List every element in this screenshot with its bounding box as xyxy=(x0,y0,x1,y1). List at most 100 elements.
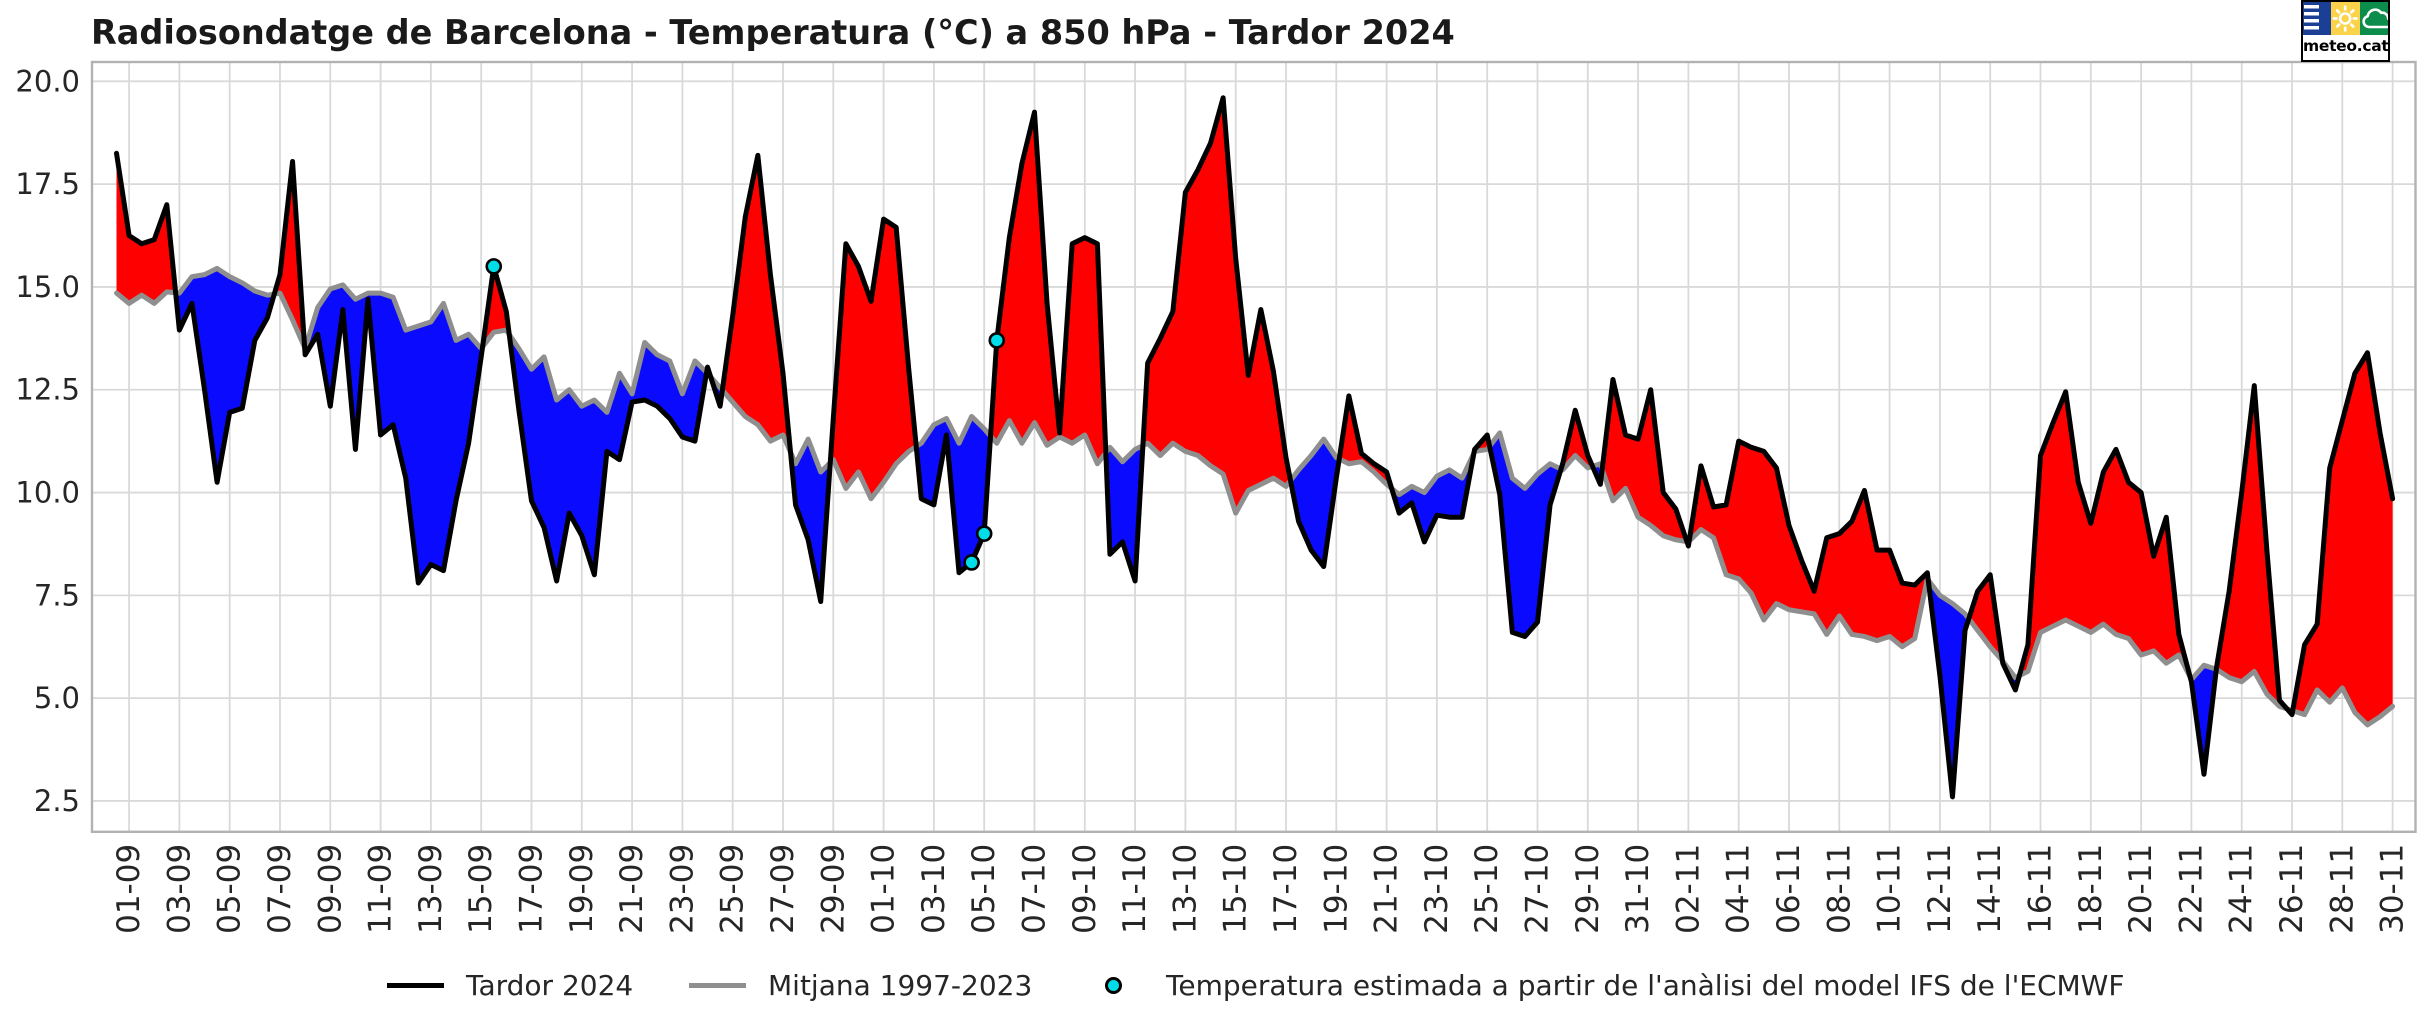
chart-title: Radiosondatge de Barcelona - Temperatura… xyxy=(91,13,1455,52)
x-tick-label: 29-10 xyxy=(1570,844,1606,934)
y-tick-label: 2.5 xyxy=(34,784,80,818)
fill-warmer-than-mean xyxy=(1602,379,1687,542)
x-tick-label: 19-09 xyxy=(564,844,600,934)
meteocat-logo: meteo.cat xyxy=(2301,0,2394,62)
x-tick-label: 11-09 xyxy=(363,844,399,934)
x-tick-label: 24-11 xyxy=(2224,844,2260,934)
x-tick-label: 08-11 xyxy=(1821,844,1857,934)
x-tick-label: 18-11 xyxy=(2073,844,2109,934)
x-tick-label: 04-11 xyxy=(1721,844,1757,934)
ifs-marker xyxy=(485,258,503,275)
x-tick-label: 19-10 xyxy=(1318,844,1354,934)
meteocat-logo-text: meteo.cat xyxy=(2303,37,2389,55)
fill-warmer-than-mean xyxy=(990,112,1106,464)
fill-warmer-than-mean xyxy=(274,161,305,348)
x-tick-label: 10-11 xyxy=(1872,844,1908,934)
x-tick-label: 17-10 xyxy=(1268,844,1304,934)
fill-warmer-than-mean xyxy=(2216,385,2287,709)
x-tick-label: 05-09 xyxy=(212,844,248,934)
x-tick-label: 05-10 xyxy=(966,844,1002,934)
fill-colder-than-mean xyxy=(1489,432,1562,637)
legend-label-mitjana: Mitjana 1997-2023 xyxy=(768,968,1033,1002)
legend-label-tardor: Tardor 2024 xyxy=(466,968,634,1002)
y-tick-label: 17.5 xyxy=(15,167,80,201)
x-tick-label: 12-11 xyxy=(1922,844,1958,934)
fill-warmer-than-mean xyxy=(1142,97,1291,514)
legend-item-ifs: Temperatura estimada a partir de l'anàli… xyxy=(1105,968,2125,1002)
y-tick-label: 12.5 xyxy=(15,373,80,407)
fill-colder-than-mean xyxy=(790,439,831,602)
x-tick-label: 21-09 xyxy=(614,844,650,934)
x-tick-label: 15-10 xyxy=(1218,844,1254,934)
logo-tile-blue xyxy=(2303,2,2332,35)
sun-icon xyxy=(2332,5,2358,32)
y-tick-label: 5.0 xyxy=(34,681,80,715)
x-tick-label: 02-11 xyxy=(1670,844,1706,934)
x-tick-label: 07-09 xyxy=(262,844,298,934)
logo-tile-yellow xyxy=(2331,2,2360,35)
x-tick-label: 13-10 xyxy=(1167,844,1203,934)
fill-warmer-than-mean xyxy=(1561,410,1593,470)
ifs-marker-swatch xyxy=(1105,976,1122,994)
x-tick-label: 29-09 xyxy=(815,844,851,934)
x-tick-label: 13-09 xyxy=(413,844,449,934)
y-tick-label: 15.0 xyxy=(15,270,80,304)
fill-warmer-than-mean xyxy=(830,219,917,499)
fill-warmer-than-mean xyxy=(722,155,791,453)
fill-warmer-than-mean xyxy=(2019,391,2191,678)
x-tick-label: 21-10 xyxy=(1369,844,1405,934)
fill-colder-than-mean xyxy=(1928,580,1969,797)
x-tick-label: 03-09 xyxy=(161,844,197,934)
x-tick-label: 09-09 xyxy=(312,844,348,934)
x-tick-label: 14-11 xyxy=(1972,844,2008,934)
x-tick-label: 03-10 xyxy=(916,844,952,934)
x-tick-label: 28-11 xyxy=(2324,844,2360,934)
x-tick-label: 27-10 xyxy=(1519,844,1555,934)
meteocat-logo-tiles xyxy=(2303,2,2394,35)
x-tick-label: 25-10 xyxy=(1469,844,1505,934)
ifs-marker xyxy=(963,554,980,571)
mitjana-line xyxy=(114,265,2396,728)
mitjana-line-swatch xyxy=(689,982,746,988)
x-tick-label: 31-10 xyxy=(1620,844,1656,934)
x-tick-label: 25-09 xyxy=(715,844,751,934)
legend-item-tardor: Tardor 2024 xyxy=(387,968,634,1002)
y-tick-label: 7.5 xyxy=(34,578,80,612)
fill-warmer-than-mean xyxy=(2292,352,2393,725)
cloud-icon xyxy=(2362,8,2394,29)
ifs-marker xyxy=(988,332,1006,349)
x-tick-label: 20-11 xyxy=(2123,844,2159,934)
logo-stripes-icon xyxy=(2304,5,2319,32)
plot-border xyxy=(90,60,2417,833)
x-tick-label: 23-09 xyxy=(664,844,700,934)
x-tick-label: 30-11 xyxy=(2375,844,2411,934)
fill-warmer-than-mean xyxy=(116,153,176,304)
x-tick-label: 26-11 xyxy=(2274,844,2310,934)
fill-warmer-than-mean xyxy=(482,266,510,347)
x-tick-label: 11-10 xyxy=(1117,844,1153,934)
x-tick-label: 01-09 xyxy=(111,844,147,934)
fill-colder-than-mean xyxy=(509,334,707,581)
fill-warmer-than-mean xyxy=(1689,441,1929,647)
legend-label-ifs: Temperatura estimada a partir de l'anàli… xyxy=(1166,968,2125,1002)
x-tick-label: 09-10 xyxy=(1067,844,1103,934)
x-tick-label: 27-09 xyxy=(765,844,801,934)
x-tick-label: 22-11 xyxy=(2173,844,2209,934)
fill-colder-than-mean xyxy=(175,268,275,483)
x-tick-label: 15-09 xyxy=(463,844,499,934)
legend-item-mitjana: Mitjana 1997-2023 xyxy=(689,968,1033,1002)
x-tick-label: 01-10 xyxy=(866,844,902,934)
fill-colder-than-mean xyxy=(2190,665,2217,775)
logo-tile-green xyxy=(2359,2,2394,35)
x-tick-label: 17-09 xyxy=(513,844,549,934)
x-tick-label: 23-10 xyxy=(1419,844,1455,934)
ifs-marker xyxy=(975,525,993,542)
y-tick-label: 20.0 xyxy=(15,64,80,98)
x-tick-label: 07-10 xyxy=(1016,844,1052,934)
y-tick-label: 10.0 xyxy=(15,476,80,510)
x-tick-label: 06-11 xyxy=(1771,844,1807,934)
x-tick-label: 16-11 xyxy=(2023,844,2059,934)
tardor-line-swatch xyxy=(387,982,444,988)
